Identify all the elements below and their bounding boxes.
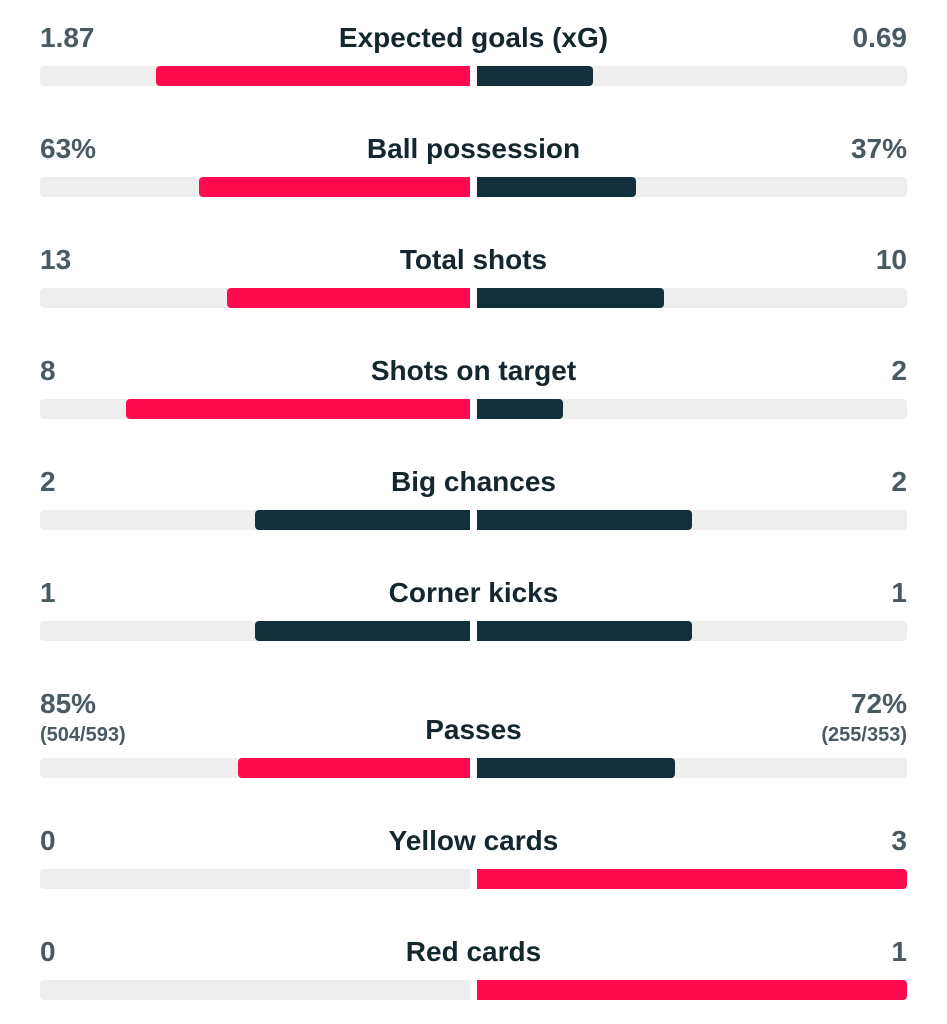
home-bar-fill <box>126 399 470 419</box>
away-value: 1 <box>891 936 907 967</box>
away-bar-track <box>477 621 907 641</box>
home-bar-fill <box>227 288 470 308</box>
home-value: 13 <box>40 244 72 275</box>
away-bar-track <box>477 399 907 419</box>
away-bar-track <box>477 869 907 889</box>
home-bar-track <box>40 980 470 1000</box>
stat-label: Shots on target <box>370 355 577 386</box>
stat-row-big-chances: 2 Big chances 2 <box>40 464 907 530</box>
comparison-bar <box>40 869 907 889</box>
comparison-bar <box>40 621 907 641</box>
comparison-bar <box>40 758 907 778</box>
stat-row-expected-goals: 1.87 Expected goals (xG) 0.69 <box>40 20 907 86</box>
stat-header: 1.87 Expected goals (xG) 0.69 <box>40 20 907 70</box>
away-bar-track <box>477 66 907 86</box>
away-bar-track <box>477 980 907 1000</box>
home-bar-track <box>40 621 470 641</box>
home-bar-fill <box>156 66 470 86</box>
away-value: 0.69 <box>852 22 908 53</box>
away-bar-fill <box>477 980 907 1000</box>
stat-label: Corner kicks <box>388 577 559 608</box>
home-value: 63% <box>40 133 97 164</box>
away-bar-fill <box>477 621 692 641</box>
home-bar-track <box>40 177 470 197</box>
stat-row-corner-kicks: 1 Corner kicks 1 <box>40 575 907 641</box>
comparison-bar <box>40 399 907 419</box>
comparison-bar <box>40 177 907 197</box>
away-bar-track <box>477 177 907 197</box>
home-bar-track <box>40 510 470 530</box>
home-bar-fill <box>199 177 470 197</box>
away-bar-fill <box>477 399 563 419</box>
away-bar-track <box>477 758 907 778</box>
stat-row-ball-possession: 63% Ball possession 37% <box>40 131 907 197</box>
stat-label: Red cards <box>405 936 542 967</box>
stat-header: 8 Shots on target 2 <box>40 353 907 403</box>
stat-row-shots-on-target: 8 Shots on target 2 <box>40 353 907 419</box>
stat-row-yellow-cards: 0 Yellow cards 3 <box>40 823 907 889</box>
stat-label: Total shots <box>399 244 548 275</box>
home-bar-track <box>40 66 470 86</box>
away-value: 10 <box>875 244 907 275</box>
away-bar-track <box>477 288 907 308</box>
away-bar-track <box>477 510 907 530</box>
away-bar-fill <box>477 758 675 778</box>
home-value: 1.87 <box>40 22 95 53</box>
home-value: 85% (504/593) <box>40 686 126 748</box>
stat-label: Ball possession <box>366 133 581 164</box>
stat-label: Passes <box>425 714 522 745</box>
home-value: 0 <box>40 825 56 856</box>
home-bar-track <box>40 869 470 889</box>
home-value: 8 <box>40 355 56 386</box>
comparison-bar <box>40 980 907 1000</box>
away-value: 2 <box>891 466 907 497</box>
away-value: 3 <box>891 825 907 856</box>
comparison-bar <box>40 510 907 530</box>
home-bar-fill <box>255 621 470 641</box>
home-value-percent: 85% <box>40 688 97 719</box>
stat-row-red-cards: 0 Red cards 1 <box>40 934 907 1000</box>
stat-header: 63% Ball possession 37% <box>40 131 907 181</box>
home-value: 2 <box>40 466 56 497</box>
home-value-detail: (504/593) <box>40 724 126 746</box>
stat-header: 2 Big chances 2 <box>40 464 907 514</box>
home-value: 1 <box>40 577 56 608</box>
away-bar-fill <box>477 869 907 889</box>
away-bar-fill <box>477 288 664 308</box>
home-bar-fill <box>255 510 470 530</box>
stat-label: Big chances <box>391 466 556 497</box>
home-value: 0 <box>40 936 56 967</box>
stat-header: 0 Yellow cards 3 <box>40 823 907 873</box>
home-bar-track <box>40 399 470 419</box>
away-value: 1 <box>891 577 907 608</box>
home-bar-track <box>40 288 470 308</box>
away-value-percent: 72% <box>850 688 907 719</box>
home-bar-fill <box>238 758 470 778</box>
away-value-detail: (255/353) <box>821 724 907 746</box>
away-bar-fill <box>477 66 593 86</box>
stat-header: 0 Red cards 1 <box>40 934 907 984</box>
stat-header: 85% (504/593) Passes 72% (255/353) <box>40 686 907 746</box>
away-value: 37% <box>850 133 907 164</box>
stat-label: Yellow cards <box>388 825 559 856</box>
stat-label: Expected goals (xG) <box>338 22 609 53</box>
comparison-bar <box>40 288 907 308</box>
stat-row-total-shots: 13 Total shots 10 <box>40 242 907 308</box>
stat-header: 13 Total shots 10 <box>40 242 907 292</box>
stat-header: 1 Corner kicks 1 <box>40 575 907 625</box>
away-bar-fill <box>477 177 636 197</box>
away-value: 2 <box>891 355 907 386</box>
stat-row-passes: 85% (504/593) Passes 72% (255/353) <box>40 686 907 778</box>
away-bar-fill <box>477 510 692 530</box>
away-value: 72% (255/353) <box>821 686 907 748</box>
home-bar-track <box>40 758 470 778</box>
comparison-bar <box>40 66 907 86</box>
